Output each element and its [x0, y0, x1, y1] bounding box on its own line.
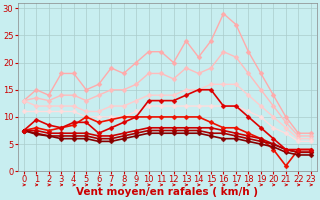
X-axis label: Vent moyen/en rafales ( km/h ): Vent moyen/en rafales ( km/h ) [76, 187, 258, 197]
